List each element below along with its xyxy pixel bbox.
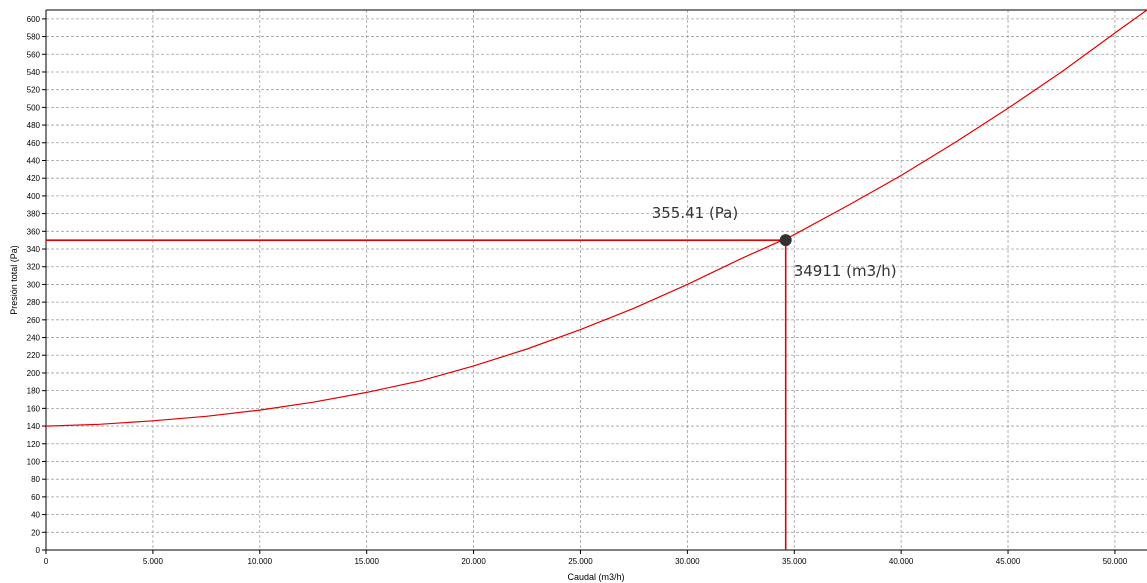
y-tick-label: 420 <box>27 174 41 183</box>
y-tick-label: 360 <box>27 227 41 236</box>
y-tick-label: 60 <box>31 493 40 502</box>
y-tick-label: 400 <box>27 192 41 201</box>
operating-pressure-label: 355.41 (Pa) <box>652 204 739 222</box>
y-tick-label: 300 <box>27 280 41 289</box>
x-tick-label: 10.000 <box>248 557 273 566</box>
x-tick-label: 5.000 <box>143 557 164 566</box>
y-axis-title: Presión total (Pa) <box>9 245 19 315</box>
x-axis-title: Caudal (m3/h) <box>567 572 624 582</box>
y-tick-label: 560 <box>27 50 41 59</box>
operating-point-group: 355.41 (Pa) 34911 (m3/h) <box>46 204 897 550</box>
grid-lines <box>46 10 1147 550</box>
y-tick-label: 260 <box>27 316 41 325</box>
y-tick-label: 580 <box>27 33 41 42</box>
x-tick-label: 15.000 <box>354 557 379 566</box>
y-tick-label: 600 <box>27 15 41 24</box>
x-tick-label: 0 <box>44 557 49 566</box>
series-layer <box>45 9 1147 427</box>
y-tick-label: 500 <box>27 103 41 112</box>
y-tick-label: 200 <box>27 369 41 378</box>
fan-curve-line <box>45 9 1147 427</box>
y-tick-label: 440 <box>27 156 41 165</box>
y-tick-label: 520 <box>27 86 41 95</box>
y-axis-ticks: 0 20 40 60 80 100 120 140 160 180 200 220 240 260 280 3… <box>27 15 46 555</box>
operating-flow-label: 34911 (m3/h) <box>794 262 897 280</box>
x-tick-label: 45.000 <box>996 557 1021 566</box>
y-tick-label: 540 <box>27 68 41 77</box>
y-tick-label: 280 <box>27 298 41 307</box>
y-tick-label: 120 <box>27 440 41 449</box>
y-tick-label: 340 <box>27 245 41 254</box>
y-tick-label: 100 <box>27 457 41 466</box>
y-tick-label: 80 <box>31 475 40 484</box>
y-tick-label: 140 <box>27 422 41 431</box>
y-tick-label: 180 <box>27 387 41 396</box>
y-tick-label: 320 <box>27 263 41 272</box>
x-tick-label: 30.000 <box>675 557 700 566</box>
y-tick-label: 240 <box>27 334 41 343</box>
y-tick-label: 220 <box>27 351 41 360</box>
x-tick-label: 50.000 <box>1103 557 1128 566</box>
x-tick-label: 40.000 <box>889 557 914 566</box>
x-axis-ticks: 0 5.000 10.000 15.000 20.000 25.000 30.000 35.0… <box>44 550 1128 566</box>
x-tick-label: 35.000 <box>782 557 807 566</box>
x-tick-label: 20.000 <box>461 557 486 566</box>
y-tick-label: 160 <box>27 404 41 413</box>
y-tick-label: 480 <box>27 121 41 130</box>
y-tick-label: 380 <box>27 210 41 219</box>
x-tick-label: 25.000 <box>568 557 593 566</box>
y-tick-label: 460 <box>27 139 41 148</box>
operating-point-marker <box>779 234 792 247</box>
y-tick-label: 40 <box>31 511 40 520</box>
y-tick-label: 20 <box>31 528 40 537</box>
y-tick-label: 0 <box>36 546 41 555</box>
